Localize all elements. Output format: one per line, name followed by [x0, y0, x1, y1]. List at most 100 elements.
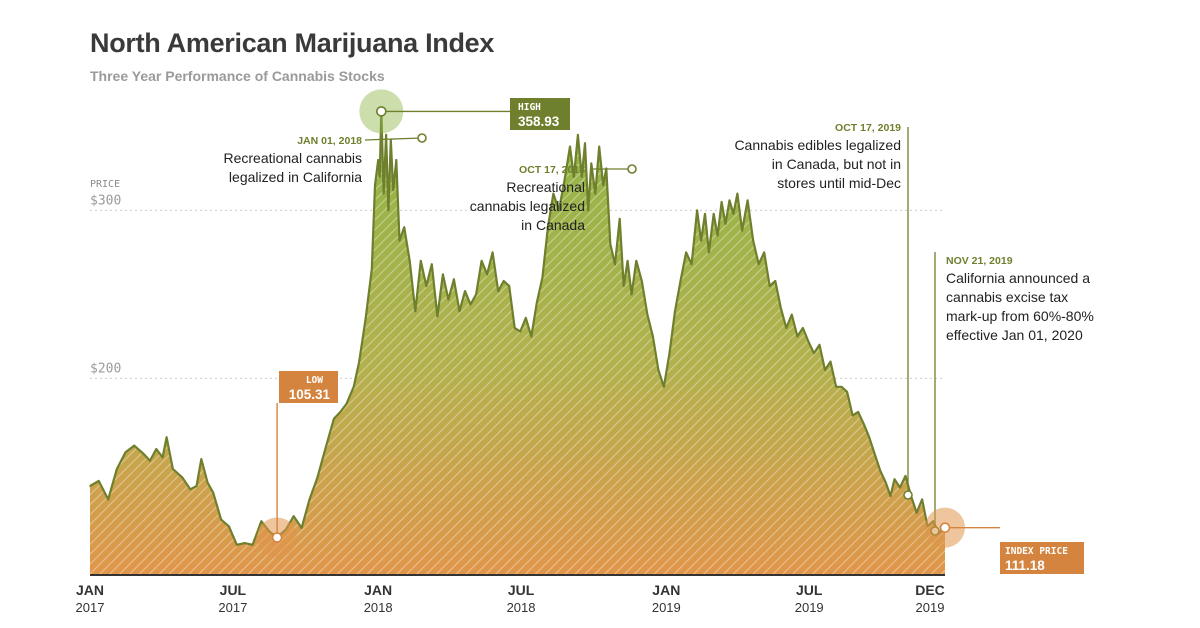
data-point — [260, 520, 263, 522]
data-point — [371, 268, 373, 271]
data-point — [377, 159, 380, 161]
annotation-leader — [364, 137, 423, 141]
data-point — [414, 310, 417, 313]
data-point — [851, 414, 854, 417]
data-point — [796, 335, 799, 338]
data-point — [785, 327, 788, 329]
data-point — [573, 176, 575, 178]
data-point — [403, 226, 406, 228]
x-tick-year: 2018 — [364, 600, 393, 615]
data-point — [378, 176, 381, 178]
low-marker — [271, 532, 283, 543]
annotation-text: Recreational — [506, 179, 585, 195]
data-point — [447, 298, 450, 301]
data-point — [704, 213, 706, 215]
data-point — [757, 263, 760, 266]
data-point — [899, 486, 901, 489]
data-point — [308, 498, 311, 501]
data-point — [352, 386, 355, 388]
data-point — [728, 199, 731, 202]
data-point — [491, 251, 494, 254]
data-point — [609, 243, 612, 245]
data-point — [663, 386, 665, 388]
annotation-text: legalized in California — [229, 169, 362, 185]
data-point — [552, 192, 555, 195]
data-point — [885, 481, 887, 484]
data-point — [392, 189, 395, 191]
x-tick-year: 2019 — [652, 600, 681, 615]
data-point — [206, 481, 209, 484]
annotation-date: OCT 17, 2018 — [519, 164, 585, 176]
annotation-text: mark-up from 60%-80% — [946, 308, 1094, 324]
data-point — [161, 456, 164, 459]
data-point — [590, 162, 593, 165]
annotation-text: stores until mid-Dec — [777, 175, 901, 191]
data-point — [212, 491, 214, 494]
data-point — [200, 458, 203, 460]
data-point — [425, 285, 428, 287]
data-point — [142, 453, 145, 455]
annotation-date: OCT 17, 2019 — [835, 122, 901, 134]
data-point — [622, 285, 625, 287]
low-value: 105.31 — [289, 387, 331, 402]
data-point — [889, 495, 892, 497]
data-point — [868, 436, 870, 439]
data-point — [189, 488, 192, 491]
low-label: LOW — [306, 375, 323, 386]
data-point — [364, 318, 367, 321]
data-point — [700, 239, 702, 242]
data-point — [690, 263, 693, 266]
data-point — [155, 448, 158, 450]
data-point — [236, 544, 238, 546]
data-point — [824, 369, 826, 371]
area-hatch — [90, 111, 945, 576]
x-tick-year: 2017 — [218, 600, 247, 615]
annotation-text: California announced a — [946, 270, 1090, 286]
data-point — [716, 234, 719, 237]
data-point — [480, 260, 483, 262]
data-point — [89, 485, 91, 487]
x-tick-month: JAN — [652, 582, 680, 598]
x-tick-month: JUL — [508, 582, 535, 598]
x-tick-year: 2017 — [76, 600, 105, 615]
data-point — [741, 229, 743, 232]
data-point — [614, 263, 616, 266]
data-point — [594, 192, 597, 195]
data-point — [133, 444, 135, 447]
data-point — [453, 278, 455, 281]
data-point — [587, 209, 589, 212]
data-point — [547, 226, 549, 228]
x-tick-year: 2019 — [795, 600, 824, 615]
high-value: 358.93 — [518, 114, 560, 129]
y-tick-label: $200 — [90, 361, 121, 376]
chart-title: North American Marijuana Index — [90, 28, 495, 58]
data-point — [668, 352, 671, 355]
annotation-text: cannabis legalized — [470, 198, 585, 214]
data-point — [732, 213, 735, 215]
x-tick-year: 2018 — [507, 600, 536, 615]
data-point — [431, 263, 433, 266]
data-point — [228, 525, 230, 528]
data-point — [813, 352, 815, 355]
annotations: JAN 01, 2018 Recreational cannabis legaliz… — [223, 122, 1094, 536]
x-tick-year: 2019 — [916, 600, 945, 615]
data-point — [395, 159, 398, 161]
data-point — [774, 280, 777, 282]
x-axis: JAN 2017 JUL 2017 JAN 2018 JUL 2018 JAN 2019 JUL 20… — [76, 574, 945, 615]
data-point — [724, 223, 727, 225]
area-series — [89, 110, 946, 576]
annotation-text: Cannabis edibles legalized — [734, 137, 901, 153]
data-point — [763, 251, 765, 254]
data-point — [116, 468, 118, 470]
annotation-marker — [903, 490, 913, 500]
data-point — [921, 498, 923, 501]
data-point — [436, 315, 439, 318]
data-point — [780, 307, 782, 309]
data-point — [541, 276, 544, 279]
data-point — [626, 260, 629, 262]
data-point — [646, 313, 649, 316]
annotation-date: NOV 21, 2019 — [946, 255, 1013, 267]
data-point — [107, 498, 109, 501]
annotation-text: in Canada, but not in — [772, 156, 901, 172]
